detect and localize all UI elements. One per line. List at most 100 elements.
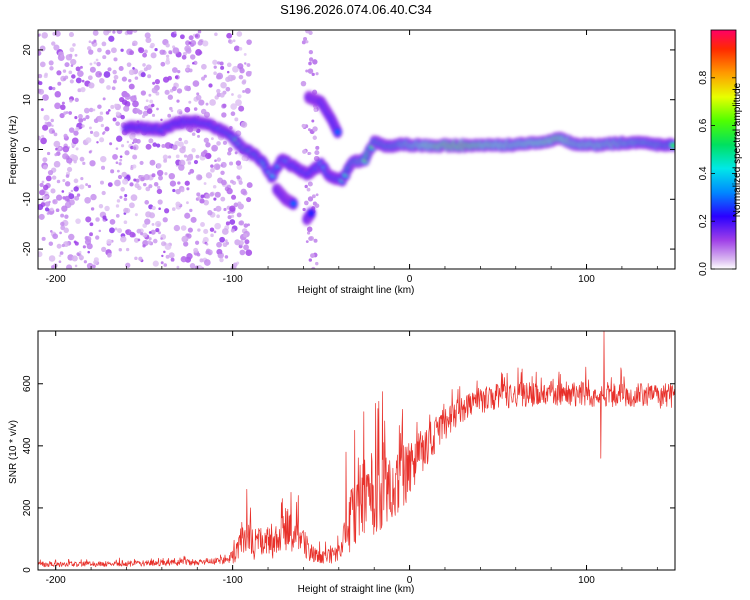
- spectrogram-noise-speck: [245, 249, 253, 257]
- spectrogram-noise-speck: [147, 74, 152, 79]
- chart-title: S196.2026.074.06.40.C34: [280, 2, 432, 17]
- spectrogram-noise-speck: [132, 146, 137, 150]
- spectrogram-noise-speck: [136, 138, 141, 144]
- spectrogram-noise-speck: [80, 87, 86, 93]
- spectrogram-noise-speck: [191, 148, 196, 153]
- spectrogram-noise-speck: [306, 231, 311, 235]
- spectrogram-noise-speck: [124, 150, 130, 156]
- spectrogram-noise-speck: [203, 199, 210, 206]
- spectrogram-noise-speck: [52, 86, 56, 91]
- spectrogram-noise-speck: [102, 132, 105, 135]
- spectrogram-noise-speck: [52, 198, 58, 205]
- spectrogram-noise-speck: [87, 184, 92, 189]
- spectrogram-noise-speck: [171, 207, 176, 211]
- spectrogram-noise-speck: [107, 252, 112, 258]
- spectrogram-noise-speck: [114, 103, 118, 108]
- spectrogram-noise-speck: [165, 59, 171, 65]
- spectrogram-noise-speck: [99, 137, 105, 143]
- spectrogram-noise-speck: [210, 164, 214, 168]
- spectrogram-noise-speck: [162, 217, 168, 223]
- spectrogram-noise-speck: [65, 54, 73, 61]
- spectrogram-noise-speck: [108, 109, 111, 112]
- spectrogram-noise-speck: [88, 107, 94, 113]
- spectrogram-noise-speck: [78, 254, 84, 261]
- spectrogram-noise-speck: [88, 126, 92, 130]
- spectrogram-noise-speck: [170, 257, 175, 262]
- spectrogram-noise-speck: [62, 145, 70, 153]
- spectrogram-noise-speck: [305, 240, 309, 243]
- spectrogram-noise-speck: [116, 135, 123, 142]
- spectrogram-noise-speck: [241, 80, 247, 85]
- spectrogram-noise-speck: [156, 169, 164, 177]
- spectrogram-noise-speck: [205, 193, 211, 199]
- spectrogram-noise-speck: [302, 149, 307, 154]
- spectrogram-noise-speck: [129, 202, 135, 209]
- spectrogram-noise-speck: [303, 37, 308, 42]
- spectrogram-noise-speck: [68, 70, 73, 75]
- spectrogram-noise-speck: [312, 201, 317, 206]
- spectrogram-noise-speck: [97, 47, 102, 53]
- spectrogram-noise-speck: [315, 261, 319, 266]
- spectrogram-noise-speck: [302, 207, 306, 212]
- spectrogram-noise-speck: [142, 232, 148, 238]
- spectrogram-noise-speck: [236, 212, 242, 218]
- spectrogram-noise-speck: [181, 54, 187, 60]
- spectrogram-noise-speck: [217, 253, 222, 258]
- spectrogram-noise-speck: [216, 61, 221, 65]
- spectrogram-noise-speck: [314, 150, 320, 156]
- spectrogram-noise-speck: [48, 255, 56, 262]
- spectrogram-noise-speck: [304, 184, 308, 189]
- spectrogram-noise-speck: [242, 89, 246, 93]
- colorbar-tick-label: 0.4: [698, 166, 709, 180]
- spectrogram-noise-speck: [223, 207, 227, 212]
- spectrogram-noise-speck: [243, 52, 247, 56]
- spectrogram-noise-speck: [230, 214, 235, 218]
- spectrogram-y-tick-label: -10: [22, 192, 33, 207]
- spectrogram-noise-speck: [128, 83, 135, 90]
- snr-y-ticks: 0 200 400 600: [22, 375, 675, 573]
- spectrogram-noise-speck: [50, 188, 56, 194]
- spectrogram-noise-speck: [304, 200, 309, 206]
- spectrogram-noise-speck: [175, 154, 180, 159]
- spectrogram-noise-speck: [129, 182, 134, 187]
- spectrogram-noise-speck: [52, 175, 57, 180]
- spectrogram-noise-speck: [173, 31, 177, 34]
- spectrogram-noise-speck: [220, 65, 225, 70]
- spectrogram-noise-speck: [189, 208, 193, 213]
- spectrogram-noise-speck: [174, 75, 179, 79]
- spectrogram-noise-speck: [82, 117, 87, 121]
- spectrogram-noise-speck: [115, 204, 120, 208]
- spectrogram-noise-speck: [48, 241, 54, 246]
- spectrogram-noise-speck: [158, 207, 161, 211]
- spectrogram-noise-speck: [51, 130, 55, 134]
- snr-x-tick-label: 0: [407, 575, 413, 586]
- spectrogram-noise-speck: [42, 124, 49, 131]
- spectrogram-noise-speck: [51, 124, 54, 127]
- spectrogram-noise-speck: [38, 213, 45, 220]
- spectrogram-noise-speck: [147, 240, 152, 245]
- colorbar-bar: [710, 29, 737, 270]
- spectrogram-noise-speck: [210, 167, 215, 173]
- spectrogram-noise-speck: [178, 137, 182, 142]
- spectrogram-noise-speck: [308, 152, 312, 155]
- spectrogram-noise-speck: [243, 223, 249, 228]
- spectrogram-noise-speck: [56, 70, 62, 76]
- spectrogram-noise-speck: [135, 178, 140, 183]
- spectrogram-noise-speck: [208, 83, 213, 88]
- spectrogram-noise-speck: [306, 226, 313, 233]
- spectrogram-noise-speck: [51, 265, 55, 269]
- snr-y-tick-label: 400: [22, 437, 33, 454]
- spectrogram-noise-speck: [74, 53, 78, 57]
- spectrogram-noise-speck: [68, 127, 75, 133]
- spectrogram-noise-speck: [222, 103, 227, 108]
- spectrogram-noise-speck: [315, 145, 320, 150]
- spectrogram-noise-speck: [89, 222, 94, 227]
- spectrogram-noise-speck: [96, 61, 101, 67]
- spectrogram-noise-speck: [225, 86, 231, 92]
- spectrogram-noise-speck: [139, 160, 144, 165]
- spectrogram-noise-speck: [119, 195, 123, 199]
- spectrogram-noise-speck: [138, 47, 145, 54]
- spectrogram-noise-speck: [187, 161, 192, 165]
- spectrogram-noise-speck: [192, 80, 200, 87]
- spectrogram-noise-speck: [196, 92, 200, 96]
